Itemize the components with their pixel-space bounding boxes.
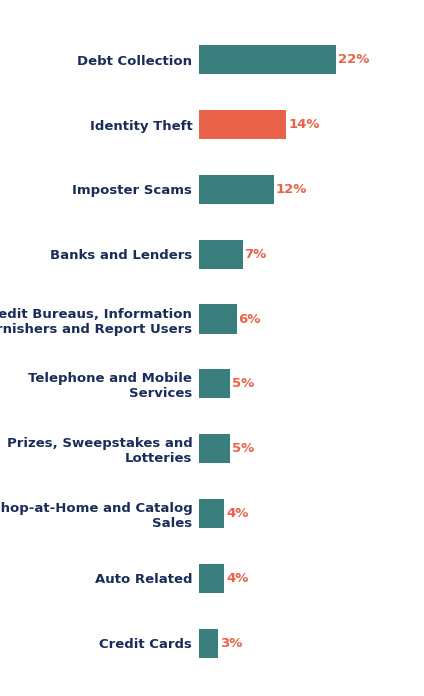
Text: 4%: 4% [226,572,248,585]
Text: 14%: 14% [288,118,320,131]
Bar [199,45,336,74]
Bar [199,175,274,204]
Text: 3%: 3% [220,637,242,649]
Text: 5%: 5% [232,442,254,455]
Bar [199,434,230,464]
Bar [199,564,224,593]
Bar [199,110,286,139]
Bar [199,370,230,399]
Bar [199,239,243,269]
Text: 7%: 7% [245,248,267,261]
Text: 4%: 4% [226,507,248,520]
Bar [199,304,237,333]
Bar [199,628,218,658]
Text: 6%: 6% [238,313,261,326]
Text: 5%: 5% [232,377,254,390]
Text: 12%: 12% [276,183,307,196]
Text: 22%: 22% [338,54,369,66]
Bar [199,499,224,528]
